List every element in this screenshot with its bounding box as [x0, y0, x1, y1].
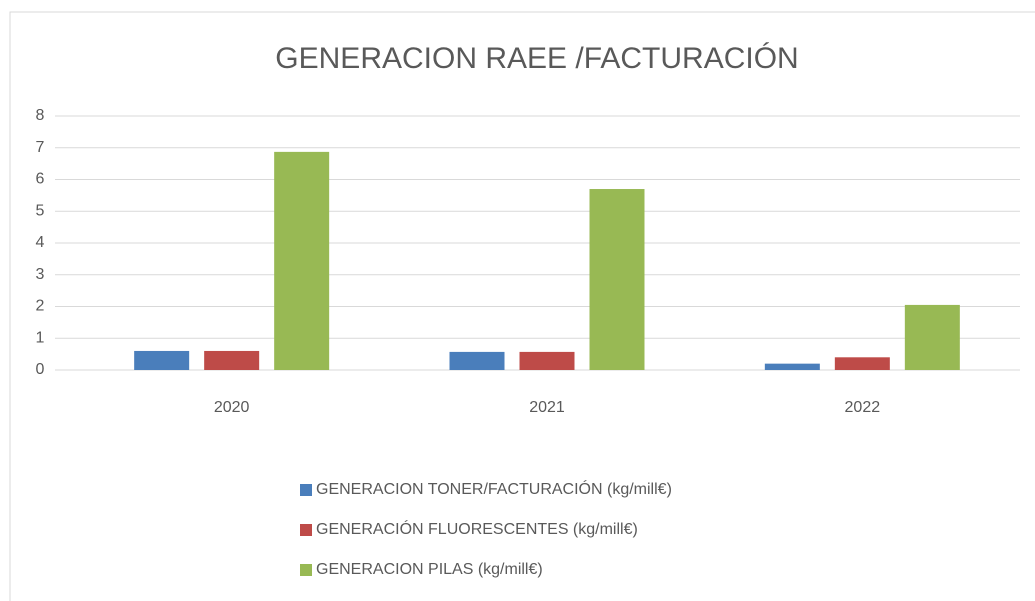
- bar: [204, 350, 260, 370]
- y-tick-label: 5: [36, 202, 45, 219]
- legend-swatch: [300, 564, 312, 576]
- y-tick-label: 6: [36, 171, 45, 188]
- bar: [519, 351, 575, 370]
- y-tick-label: 4: [36, 234, 45, 251]
- x-tick-label: 2021: [529, 399, 565, 416]
- bar: [904, 304, 960, 370]
- y-tick-label: 0: [36, 361, 45, 378]
- x-tick-label: 2020: [214, 399, 250, 416]
- legend-label: GENERACIÓN FLUORESCENTES (kg/mill€): [316, 519, 638, 538]
- x-tick-label: 2022: [845, 399, 881, 416]
- legend-label: GENERACION TONER/FACTURACIÓN (kg/mill€): [316, 479, 672, 498]
- bar: [764, 363, 820, 370]
- legend-label: GENERACION PILAS (kg/mill€): [316, 561, 543, 578]
- chart-title: GENERACION RAEE /FACTURACIÓN: [275, 42, 798, 75]
- legend-swatch: [300, 484, 312, 496]
- bar: [589, 189, 645, 370]
- y-tick-label: 3: [36, 266, 45, 283]
- legend-swatch: [300, 524, 312, 536]
- y-tick-label: 7: [36, 139, 45, 156]
- bar: [834, 357, 890, 370]
- bar: [449, 351, 505, 370]
- y-tick-label: 8: [36, 107, 45, 124]
- y-tick-label: 1: [36, 329, 45, 346]
- bar: [134, 350, 190, 370]
- bar: [274, 151, 330, 370]
- y-tick-label: 2: [36, 298, 45, 315]
